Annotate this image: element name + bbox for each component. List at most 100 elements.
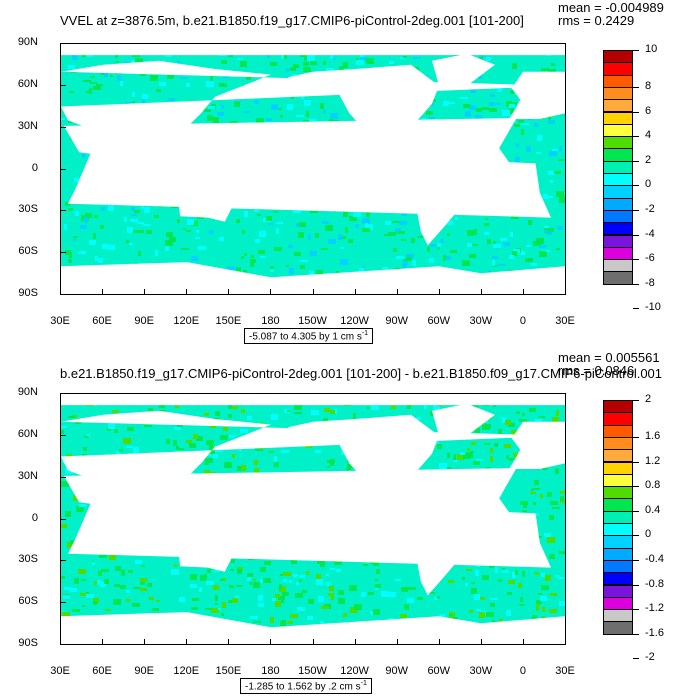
field-cell bbox=[308, 234, 311, 240]
field-cell bbox=[328, 593, 334, 596]
field-cell bbox=[536, 604, 540, 606]
field-cell bbox=[321, 606, 329, 609]
field-cell bbox=[476, 609, 481, 611]
colorbar-cell bbox=[603, 436, 633, 451]
field-cell bbox=[323, 61, 326, 65]
field-cell bbox=[343, 211, 348, 217]
field-cell bbox=[466, 569, 472, 571]
bottom-mean: mean = 0.005561 bbox=[558, 350, 660, 365]
field-cell bbox=[457, 454, 464, 460]
field-cell bbox=[251, 255, 254, 258]
field-cell bbox=[449, 102, 455, 104]
field-cell bbox=[209, 448, 215, 454]
field-cell bbox=[506, 610, 511, 616]
field-cell bbox=[362, 218, 370, 224]
field-cell bbox=[115, 61, 119, 63]
colorbar-label: 0.4 bbox=[645, 503, 661, 516]
field-cell bbox=[336, 271, 339, 273]
y-tick-label: 30S bbox=[18, 553, 38, 566]
field-cell bbox=[381, 591, 389, 597]
field-cell bbox=[471, 588, 477, 594]
field-cell bbox=[510, 90, 514, 94]
field-cell bbox=[223, 578, 226, 581]
field-cell bbox=[263, 578, 271, 583]
field-cell bbox=[127, 427, 134, 431]
field-cell bbox=[211, 608, 219, 613]
field-cell bbox=[422, 118, 426, 120]
field-cell bbox=[385, 221, 391, 225]
field-cell bbox=[300, 265, 305, 269]
field-cell bbox=[363, 564, 368, 566]
field-cell bbox=[541, 585, 549, 590]
field-cell bbox=[366, 212, 370, 217]
x-tick bbox=[228, 639, 230, 645]
x-tick bbox=[396, 289, 398, 295]
field-cell bbox=[165, 245, 169, 251]
colorbar-cell bbox=[603, 510, 633, 524]
field-cell bbox=[522, 571, 525, 577]
field-cell bbox=[135, 58, 143, 63]
field-cell bbox=[215, 411, 220, 416]
colorbar-cell bbox=[603, 62, 633, 76]
field-cell bbox=[528, 220, 532, 225]
field-cell bbox=[559, 601, 565, 606]
field-cell bbox=[392, 221, 399, 223]
field-cell bbox=[353, 413, 356, 419]
x-tick-label: 150E bbox=[215, 315, 242, 327]
field-cell bbox=[448, 580, 454, 583]
field-cell bbox=[101, 569, 109, 572]
field-cell bbox=[349, 585, 357, 591]
field-cell bbox=[546, 250, 550, 252]
field-cell bbox=[169, 237, 176, 242]
field-cell bbox=[75, 211, 79, 216]
field-cell bbox=[473, 405, 479, 407]
field-cell bbox=[515, 159, 519, 165]
field-cell bbox=[515, 157, 520, 161]
field-cell bbox=[299, 579, 302, 582]
land-mask bbox=[509, 421, 565, 469]
field-cell bbox=[209, 442, 213, 448]
field-cell bbox=[555, 575, 559, 577]
land-mask bbox=[61, 262, 565, 294]
field-cell bbox=[73, 239, 76, 241]
field-cell bbox=[86, 91, 90, 93]
field-cell bbox=[240, 61, 247, 67]
field-cell bbox=[280, 115, 283, 118]
field-cell bbox=[551, 63, 555, 66]
field-cell bbox=[489, 108, 497, 112]
field-cell bbox=[270, 62, 277, 66]
field-cell bbox=[274, 462, 279, 467]
field-cell bbox=[484, 443, 490, 445]
field-cell bbox=[482, 575, 489, 580]
colorbar-tick bbox=[633, 400, 639, 401]
y-tick bbox=[60, 126, 66, 128]
field-cell bbox=[274, 247, 282, 251]
field-cell bbox=[131, 60, 135, 63]
x-tick-label: 30W bbox=[469, 665, 493, 677]
field-cell bbox=[443, 101, 449, 106]
field-cell bbox=[284, 54, 287, 59]
field-cell bbox=[509, 107, 514, 112]
colorbar-label: 1.2 bbox=[645, 454, 661, 467]
field-cell bbox=[191, 256, 198, 261]
field-cell bbox=[531, 488, 534, 491]
field-cell bbox=[532, 615, 537, 619]
field-cell bbox=[121, 570, 125, 576]
field-cell bbox=[556, 248, 560, 250]
field-cell bbox=[224, 462, 232, 468]
colorbar-cell bbox=[603, 234, 633, 248]
field-cell bbox=[511, 430, 517, 436]
colorbar-cell bbox=[603, 173, 633, 187]
field-cell bbox=[267, 54, 270, 58]
field-cell bbox=[208, 453, 211, 456]
field-cell bbox=[61, 481, 69, 487]
field-cell bbox=[69, 91, 74, 93]
field-cell bbox=[84, 436, 89, 438]
field-cell bbox=[206, 81, 214, 87]
field-cell bbox=[277, 108, 282, 110]
field-cell bbox=[173, 440, 177, 446]
field-cell bbox=[259, 231, 266, 237]
field-cell bbox=[502, 111, 509, 116]
field-cell bbox=[280, 574, 283, 576]
field-cell bbox=[94, 215, 98, 218]
